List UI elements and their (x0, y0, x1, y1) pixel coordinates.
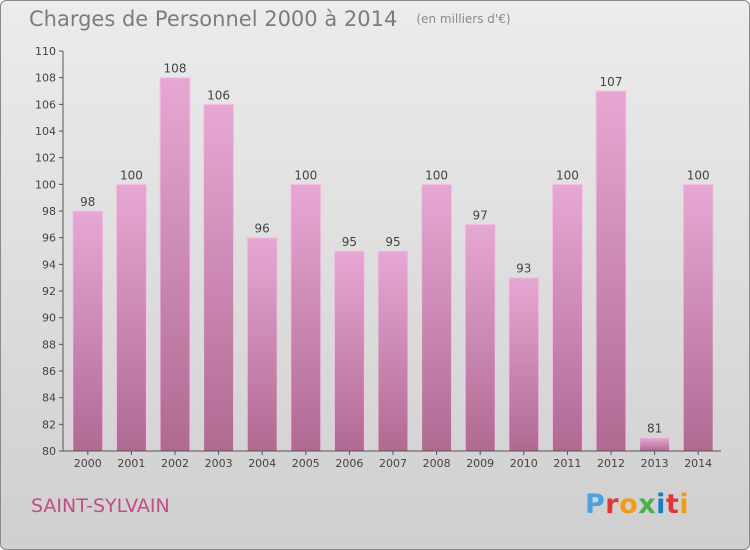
logo-letter: r (605, 489, 620, 520)
bar-2013 (639, 437, 671, 452)
x-tick-label-2002: 2002 (161, 457, 189, 470)
y-tick-label-102: 102 (35, 152, 56, 165)
x-tick-label-2003: 2003 (205, 457, 233, 470)
y-tick-label-94: 94 (42, 258, 56, 271)
y-tick-label-100: 100 (35, 178, 56, 191)
x-tick-label-2004: 2004 (248, 457, 276, 470)
logo-letter: i (656, 489, 666, 520)
x-tick-label-2009: 2009 (466, 457, 494, 470)
x-tick-label-2012: 2012 (597, 457, 625, 470)
bar-2008 (421, 183, 453, 452)
bar-2003 (203, 103, 235, 452)
x-tick-label-2000: 2000 (74, 457, 102, 470)
commune-name: SAINT-SYLVAIN (31, 495, 170, 517)
axis-layer: 2000 2001 2002 2003 2004 2005 2006 2007 2008 2009… (35, 45, 721, 470)
y-tick-label-106: 106 (35, 98, 56, 111)
bar-2007 (377, 250, 409, 452)
data-label-2011: 100 (556, 168, 579, 182)
bars-layer: 98 100 108 106 96 100 95 95 100 97 93 100 107 81 100 (72, 62, 714, 452)
chart-title: Charges de Personnel 2000 à 2014 (29, 7, 398, 31)
data-label-2010: 93 (516, 262, 531, 276)
logo-letter: x (638, 489, 657, 520)
data-label-2000: 98 (80, 195, 95, 209)
data-label-2012: 107 (600, 75, 623, 89)
data-label-2001: 100 (120, 168, 143, 182)
bar-2000 (72, 210, 104, 452)
x-tick-label-2005: 2005 (292, 457, 320, 470)
x-tick-label-2014: 2014 (684, 457, 712, 470)
proxiti-logo[interactable]: Proxiti (585, 489, 689, 520)
y-tick-label-88: 88 (42, 338, 56, 351)
bar-2011 (551, 183, 583, 452)
bar-2004 (246, 237, 278, 452)
bar-2001 (115, 183, 147, 452)
data-label-2009: 97 (473, 208, 488, 222)
y-tick-label-84: 84 (42, 392, 56, 405)
bar-2005 (290, 183, 322, 452)
data-label-2005: 100 (294, 168, 317, 182)
y-tick-label-98: 98 (42, 205, 56, 218)
y-tick-label-92: 92 (42, 285, 56, 298)
x-tick-label-2008: 2008 (423, 457, 451, 470)
data-label-2003: 106 (207, 88, 230, 102)
bar-2009 (464, 223, 496, 452)
x-tick-label-2011: 2011 (553, 457, 581, 470)
y-tick-label-104: 104 (35, 125, 56, 138)
y-tick-label-80: 80 (42, 445, 56, 458)
data-label-2007: 95 (385, 235, 400, 249)
y-tick-label-90: 90 (42, 312, 56, 325)
data-label-2006: 95 (342, 235, 357, 249)
x-tick-label-2007: 2007 (379, 457, 407, 470)
data-label-2004: 96 (255, 222, 270, 236)
y-tick-label-108: 108 (35, 72, 56, 85)
logo-letter: i (679, 489, 690, 520)
x-tick-label-2010: 2010 (510, 457, 538, 470)
x-tick-label-2006: 2006 (335, 457, 363, 470)
logo-letter: P (585, 489, 606, 520)
title-row: Charges de Personnel 2000 à 2014 (en mil… (29, 7, 511, 31)
x-tick-label-2013: 2013 (641, 457, 669, 470)
y-tick-label-96: 96 (42, 232, 56, 245)
data-label-2013: 81 (647, 422, 662, 436)
bar-2006 (333, 250, 365, 452)
logo-letter: t (665, 489, 680, 520)
x-tick-label-2001: 2001 (117, 457, 145, 470)
data-label-2008: 100 (425, 168, 448, 182)
bar-2012 (595, 90, 627, 452)
y-tick-label-82: 82 (42, 418, 56, 431)
y-tick-label-110: 110 (35, 45, 56, 58)
data-label-2014: 100 (687, 168, 710, 182)
logo-letter: o (619, 489, 639, 520)
bar-2002 (159, 77, 191, 452)
bar-2014 (682, 183, 714, 452)
y-tick-label-86: 86 (42, 365, 56, 378)
bar-2010 (508, 277, 540, 452)
data-label-2002: 108 (164, 62, 187, 76)
chart-subtitle: (en milliers d'€) (416, 12, 511, 26)
